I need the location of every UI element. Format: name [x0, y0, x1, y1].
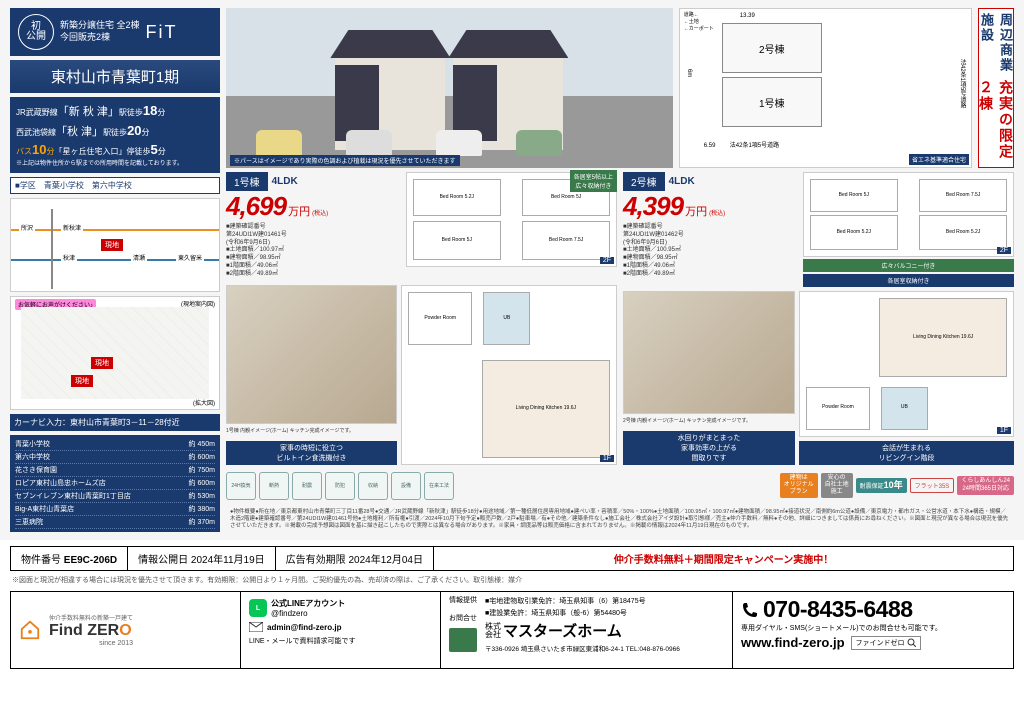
- icon-quake: 耐震: [292, 472, 322, 500]
- badge-support: くらしあんしん24 24時間365日対応: [957, 476, 1014, 494]
- footer-logo: 仲介手数料無料の新築一戸建て Find ZERO since 2013: [11, 592, 241, 668]
- search-tag: ファインドゼロ: [851, 636, 921, 650]
- badge-selfbuild: 安心の 自社土地 施工: [821, 473, 853, 499]
- icon-insulation: 断熱: [259, 472, 289, 500]
- phone-icon: [741, 601, 759, 619]
- left-sidebar: 初 公開 新築分譲住宅 全2棟 今回販売2棟 FiT 東村山市青葉町1期 JR武…: [10, 8, 220, 532]
- access-info: JR武蔵野線「新 秋 津」駅徒歩18分 西武池袋線「秋 津」駅徒歩20分 バス1…: [10, 97, 220, 173]
- disclaimer: ※図面と現況が相違する場合には現況を優先させて頂きます。有効期限：公開日より１ヶ…: [0, 573, 1024, 587]
- plan2-specs: ■建築確認番号 第24UDI1W建01462号 (令和6年9月6日) ■土地面積…: [623, 224, 799, 279]
- local-map: (現地案内図) お気軽にお声がけください♪ 現地 現地 (拡大図): [10, 296, 220, 410]
- badge-warranty: 耐震保証10年: [856, 478, 907, 493]
- company-badge-icon: [449, 628, 477, 652]
- feature-icons: 24H換気 断熱 耐震 防犯 収納 設備 在来工法 建物は オリジナル プラン …: [226, 469, 1014, 503]
- house-icon: [19, 619, 41, 641]
- badge-flat35: フラット35S: [910, 478, 955, 493]
- icon-24h: 24H換気: [226, 472, 256, 500]
- exterior-render: ※パースはイメージであり実際の色調および植栽は現況を優先させていただきます: [226, 8, 673, 168]
- plan2-price: 4,399: [623, 191, 683, 222]
- rail-map: 新秋津 秋津 所沢 清瀬 東久留米 現地: [10, 198, 220, 293]
- header-strip: 初 公開 新築分譲住宅 全2棟 今回販売2棟 FiT: [10, 8, 220, 56]
- campaign-text: 仲介手数料無料＋期間限定キャンペーン実施中！: [434, 547, 1013, 570]
- distance-list: 青葉小学校約 450m 第六中学校約 600m 花さき保育園約 750m ロピア…: [10, 435, 220, 532]
- icon-storage: 収納: [358, 472, 388, 500]
- plan-1: 1号棟 4LDK 4,699 万円 (税込) ■建築確認番号 第24UDI1W建…: [226, 172, 617, 465]
- property-title: 東村山市青葉町1期: [10, 60, 220, 93]
- plan1-specs: ■建築確認番号 第24UDI1W建01461号 (令和6年9月6日) ■土地面積…: [226, 224, 402, 279]
- release-badge: 初 公開: [18, 14, 54, 50]
- plan-2: 2号棟 4LDK 4,399 万円 (税込) ■建築確認番号 第24UDI1W建…: [623, 172, 1014, 465]
- fine-print: ●物件概要●所在地／東京都東村山市青葉町三丁目11番28号●交通／JR武蔵野線「…: [226, 507, 1014, 532]
- icon-equipment: 設備: [391, 472, 421, 500]
- plan1-price: 4,699: [226, 191, 286, 222]
- footer-contact-sns: L 公式LINEアカウント@findzero admin@find-zero.j…: [241, 592, 441, 668]
- footer: 仲介手数料無料の新築一戸建て Find ZERO since 2013 L 公式…: [10, 591, 1014, 669]
- main-content: ※パースはイメージであり実際の色調および植栽は現況を優先させていただきます 道路…: [226, 8, 1014, 532]
- info-bar: 物件番号 EE9C-206D 情報公開日 2024年11月19日 広告有効期限 …: [10, 546, 1014, 571]
- header-subtext: 新築分譲住宅 全2棟 今回販売2棟: [60, 20, 140, 43]
- school-district: ■学区 青葉小学校 第六中学校: [10, 177, 220, 194]
- footer-phone: 070-8435-6488 専用ダイヤル・SMS(ショートメール)でのお問合せも…: [733, 592, 1013, 668]
- badge-original: 建物は オリジナル プラン: [780, 473, 818, 499]
- site-plan: 道路←←土地←カーポート 13.39 2号棟 1号棟 法42条1項5号道路 法4…: [679, 8, 972, 168]
- mail-icon: [249, 622, 263, 632]
- search-icon: [907, 638, 916, 647]
- icon-construction: 在来工法: [424, 472, 454, 500]
- footer-company: 情報提供 お問合せ ■宅地建物取引業免許：埼玉県知事（6）第18475号 ■建設…: [441, 592, 733, 668]
- carnavi: カーナビ入力：東村山市青葉町3－11－28付近: [10, 414, 220, 431]
- line-icon: L: [249, 599, 267, 617]
- icon-security: 防犯: [325, 472, 355, 500]
- brand-logo: FiT: [146, 22, 178, 43]
- headline-vertical: 周辺商業施設 充実の限定２棟: [978, 8, 1014, 168]
